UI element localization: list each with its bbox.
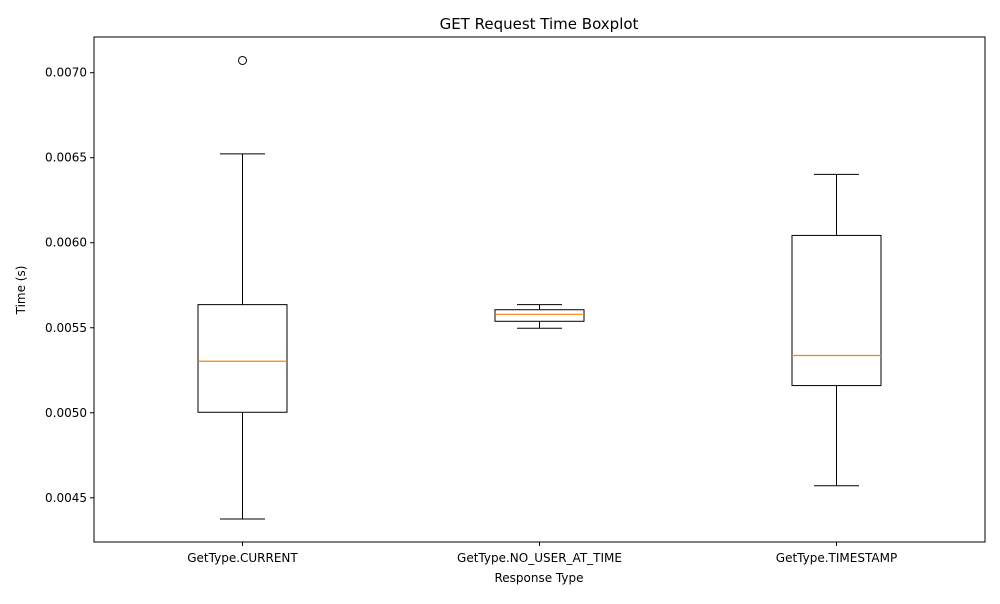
chart-title: GET Request Time Boxplot xyxy=(440,15,639,33)
y-tick-label: 0.0060 xyxy=(45,236,87,250)
y-tick-label: 0.0045 xyxy=(45,491,87,505)
y-tick-label: 0.0065 xyxy=(45,151,87,165)
y-tick-label: 0.0050 xyxy=(45,406,87,420)
y-axis: 0.0045 0.0050 0.0055 0.0060 0.0065 0.0070 xyxy=(45,66,94,505)
iqr-box xyxy=(494,309,585,322)
y-tick-label: 0.0055 xyxy=(45,321,87,335)
x-tick-label: GetType.NO_USER_AT_TIME xyxy=(457,551,622,565)
plot-frame xyxy=(93,36,986,543)
x-tick-label: GetType.TIMESTAMP xyxy=(776,551,897,565)
x-axis-label: Response Type xyxy=(494,571,583,585)
plot-area xyxy=(197,55,882,520)
box-group xyxy=(494,304,585,329)
x-tick-label: GetType.CURRENT xyxy=(187,551,298,565)
box-group xyxy=(197,55,288,520)
box-group xyxy=(791,173,882,487)
y-axis-label: Time (s) xyxy=(14,266,28,316)
iqr-box xyxy=(791,234,882,387)
iqr-box xyxy=(197,304,288,413)
x-axis: GetType.CURRENT GetType.NO_USER_AT_TIME Ge… xyxy=(187,542,897,565)
outlier-point xyxy=(238,55,247,65)
y-tick-label: 0.0070 xyxy=(45,66,87,80)
